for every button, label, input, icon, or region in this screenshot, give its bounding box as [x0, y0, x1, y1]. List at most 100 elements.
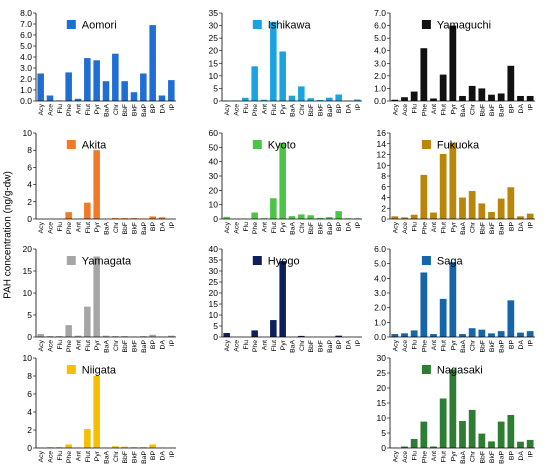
panel-nagasaki: 0 5 10 15 20 25 30 Acy Ace Flu Phe Ant Flut Pyr BaA Chr… [377, 353, 535, 464]
x-tick-label: Acy [392, 221, 399, 233]
bar-nagasaki-pyr [449, 369, 457, 448]
x-tick-label: BaA [104, 104, 111, 117]
y-tick-label: 7.0 [20, 19, 32, 29]
bar-saga-bap [497, 331, 505, 337]
panel-saga: 0.0 1.0 2.0 3.0 4.0 5.0 6.0 Acy Ace Flu Phe Ant Flut… [374, 244, 535, 353]
legend-label-niigata: Niigata [82, 365, 117, 377]
y-tick-label: 40 [209, 157, 219, 167]
x-tick-label: BkF [132, 451, 139, 463]
x-tick-label: Pyr [280, 221, 287, 232]
x-tick-label: DA [346, 340, 353, 350]
x-tick-label: Flu [412, 340, 419, 350]
bar-yamagata-ant [74, 335, 82, 337]
bar-yamagata-baa [102, 335, 110, 337]
bar-kyoto-baa [288, 216, 296, 219]
bar-yamagata-acy [37, 333, 44, 337]
x-tick-label: DA [160, 340, 167, 350]
bar-yamagata-flu [56, 336, 63, 337]
x-tick-label: IP [169, 340, 176, 347]
bar-kyoto-chr [298, 214, 305, 219]
x-tick-label: DA [346, 222, 353, 232]
bar-akita-flut [84, 202, 91, 219]
bar-yamagata-chr [112, 336, 119, 337]
bar-saga-ace [401, 333, 408, 337]
bar-niigata-phe [65, 444, 72, 448]
bar-nagasaki-bap [497, 421, 505, 448]
x-tick-label: BaA [290, 340, 297, 353]
x-tick-label: Ant [76, 104, 83, 114]
x-tick-label: BkF [489, 340, 496, 352]
bar-yamaguchi-acy [391, 99, 399, 101]
legend-swatch-niigata [66, 365, 76, 374]
bar-yamagata-pyr [93, 256, 100, 337]
x-tick-label: BP [150, 104, 157, 114]
y-tick-label: 3.0 [20, 63, 32, 73]
bar-ishikawa-ant [260, 99, 268, 101]
x-tick-label: BP [150, 451, 157, 461]
bar-aomori-ant [74, 98, 82, 101]
x-tick-label: BkF [132, 104, 139, 116]
x-tick-label: Chr [299, 103, 306, 115]
y-tick-label: 5 [213, 83, 218, 93]
panel-ishikawa: 0 5 10 15 20 25 30 35 Acy Ace Flu Phe Ant Flut Pyr BaA C… [209, 8, 362, 117]
bar-akita-phe [65, 212, 72, 219]
x-tick-label: Ant [76, 222, 83, 232]
bar-aomori-bkf [130, 92, 138, 101]
y-tick-label: 15 [23, 266, 33, 276]
bar-kyoto-phe [251, 212, 258, 219]
bar-fukuoka-flu [410, 214, 418, 219]
bar-saga-baa [459, 334, 466, 337]
y-tick-label: 2.0 [374, 71, 386, 81]
y-tick-label: 5 [381, 428, 386, 438]
legend-label-fukuoka: Fukuoka [437, 140, 480, 152]
bar-ishikawa-bap [326, 97, 333, 101]
x-tick-label: BbF [479, 222, 486, 234]
x-tick-label: BaA [460, 340, 467, 353]
bar-yamaguchi-flut [439, 74, 447, 101]
bar-akita-pyr [93, 150, 100, 219]
bar-ishikawa-baa [288, 95, 296, 101]
legend-swatch-ishikawa [252, 20, 262, 29]
y-tick-label: 8.0 [20, 8, 32, 18]
panel-akita: 0 2 4 6 8 10 Acy Ace Flu Phe Ant Flut Pyr BaA Chr BbF Bk… [23, 128, 176, 235]
bar-fukuoka-bbf [478, 203, 486, 219]
bar-akita-bkf [130, 218, 138, 219]
y-tick-label: 10 [209, 310, 219, 320]
bar-nagasaki-bp [507, 415, 515, 448]
legend-swatch-saga [421, 256, 431, 265]
bar-nagasaki-phe [420, 421, 428, 448]
y-tick-label: 0.0 [374, 332, 386, 342]
legend-label-nagasaki: Nagasaki [437, 365, 483, 377]
x-tick-label: Acy [224, 221, 231, 233]
bar-ishikawa-bp [335, 94, 342, 101]
x-tick-label: DA [518, 451, 525, 461]
x-tick-label: BkF [489, 222, 496, 234]
y-tick-label: 10 [377, 160, 387, 170]
x-tick-label: Chr [113, 450, 120, 462]
y-tick-label: 0 [27, 214, 32, 224]
bar-saga-acy [391, 334, 399, 337]
bar-kyoto-bp [335, 211, 342, 219]
x-tick-label: IP [528, 451, 535, 458]
x-tick-label: Phe [421, 222, 428, 234]
x-tick-label: BaP [141, 222, 148, 235]
y-tick-label: 5.0 [374, 33, 386, 43]
x-tick-label: Ace [234, 340, 241, 352]
x-tick-label: Ant [76, 340, 83, 350]
x-tick-label: BaP [141, 104, 148, 117]
bar-fukuoka-chr [468, 191, 476, 219]
bar-yamaguchi-ip [526, 95, 534, 101]
x-tick-label: Ace [402, 222, 409, 234]
x-tick-label: Ant [431, 222, 438, 232]
x-tick-label: Flut [85, 222, 92, 233]
bar-aomori-phe [65, 72, 72, 101]
bar-yamaguchi-ant [430, 98, 437, 101]
x-tick-label: Ant [262, 222, 269, 232]
panel-kyoto: 0 10 20 30 40 50 60 Acy Ace Flu Phe Ant Flut Pyr BaA Ch… [209, 128, 362, 235]
x-tick-label: BaP [327, 340, 334, 353]
y-tick-label: 25 [377, 368, 387, 378]
bar-hyogo-pyr [279, 261, 286, 337]
x-tick-label: Chr [470, 103, 477, 115]
